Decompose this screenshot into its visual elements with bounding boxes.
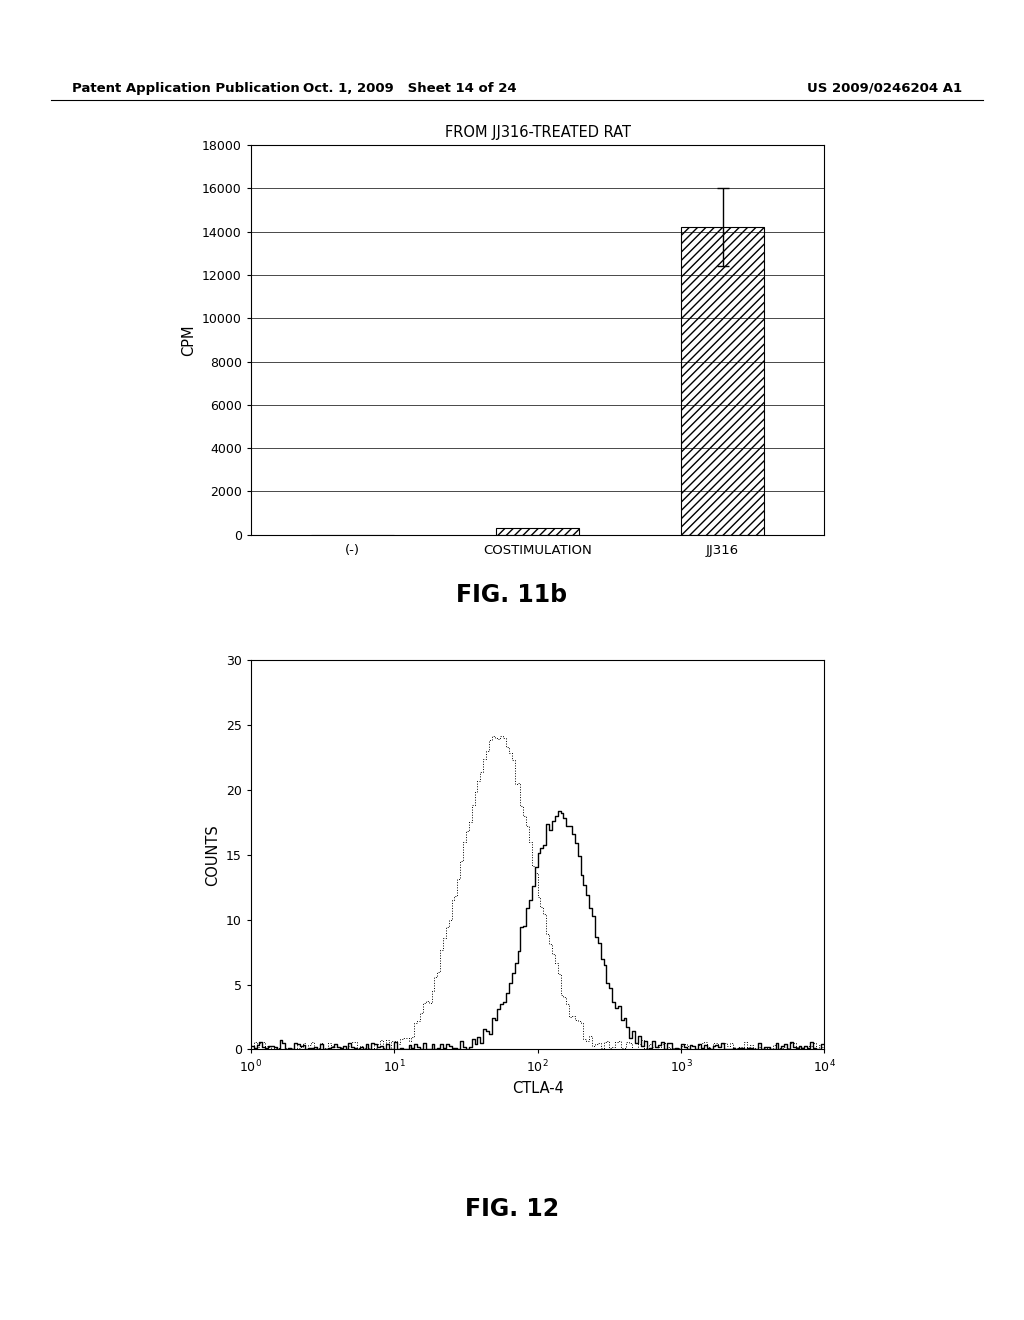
Text: Oct. 1, 2009   Sheet 14 of 24: Oct. 1, 2009 Sheet 14 of 24 — [303, 82, 516, 95]
Text: FIG. 11b: FIG. 11b — [457, 583, 567, 607]
Bar — [681, 227, 764, 535]
Bar — [496, 528, 580, 535]
Text: FIG. 12: FIG. 12 — [465, 1197, 559, 1221]
Text: Patent Application Publication: Patent Application Publication — [72, 82, 299, 95]
Y-axis label: COUNTS: COUNTS — [206, 824, 220, 886]
X-axis label: CTLA-4: CTLA-4 — [512, 1081, 563, 1096]
Text: US 2009/0246204 A1: US 2009/0246204 A1 — [808, 82, 963, 95]
Y-axis label: CPM: CPM — [181, 325, 197, 355]
Title: FROM JJ316-TREATED RAT: FROM JJ316-TREATED RAT — [444, 125, 631, 140]
